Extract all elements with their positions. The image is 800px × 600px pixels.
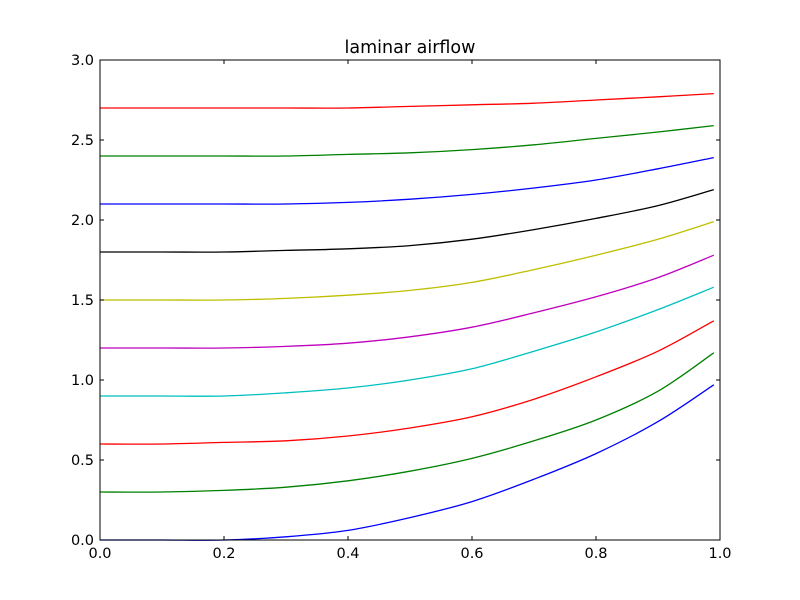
y-axis: 0.0 0.5 1.0 1.5 2.0 2.5 3.0	[71, 53, 720, 549]
series-line-3	[99, 320, 715, 445]
x-tick-label: 0.6	[460, 546, 483, 562]
plot-lines	[99, 92, 715, 541]
series-line-1	[100, 384, 715, 541]
x-tick-label: 0.0	[88, 546, 111, 562]
y-tick-label: 2.0	[71, 213, 94, 229]
x-axis: 0.0 0.2 0.4 0.6 0.8 1.0	[88, 60, 732, 562]
x-tick-label: 0.2	[212, 546, 235, 562]
x-tick-label: 0.8	[584, 546, 607, 562]
series-line-6	[99, 220, 714, 301]
series-line-8	[100, 156, 714, 205]
y-tick-label: 1.0	[71, 373, 94, 389]
y-tick-label: 0.0	[71, 533, 94, 549]
series-line-5	[100, 254, 715, 349]
series-line-7	[100, 188, 714, 253]
series-line-2	[99, 352, 715, 493]
x-tick-label: 1.0	[708, 546, 731, 562]
series-line-9	[99, 124, 714, 157]
y-tick-label: 2.5	[71, 133, 94, 149]
y-tick-label: 0.5	[71, 453, 94, 469]
y-tick-label: 3.0	[71, 53, 94, 69]
series-line-4	[99, 286, 715, 397]
plot-frame	[99, 59, 721, 541]
chart-title: laminar airflow	[345, 38, 476, 58]
y-tick-label: 1.5	[71, 293, 94, 309]
series-line-10	[99, 92, 714, 109]
x-tick-label: 0.4	[336, 546, 359, 562]
